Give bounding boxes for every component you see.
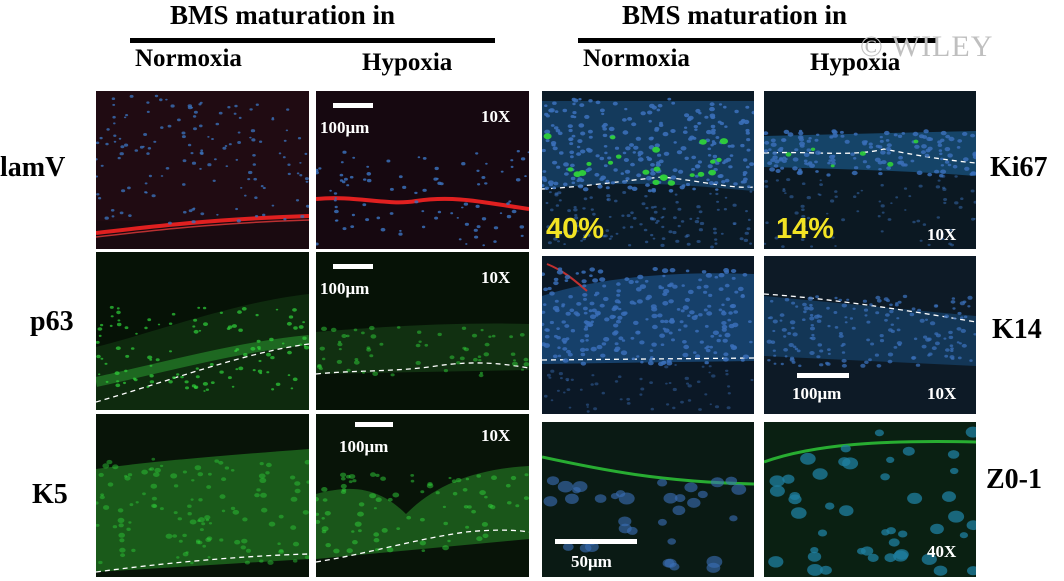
scale-label: 100μm [320, 118, 370, 137]
micrograph-lamv-normoxia [96, 91, 309, 249]
micrograph-k5-hypoxia: 100μm 10X [316, 414, 529, 577]
scale-label: 100μm [339, 437, 389, 456]
magnification-label: 10X [927, 225, 957, 244]
magnification-label: 10X [481, 107, 511, 126]
row-label-ki67: Ki67 [990, 152, 1048, 183]
row-label-k5: K5 [32, 479, 68, 510]
micrograph-ki67-normoxia: 40% [542, 91, 754, 249]
magnification-label: 10X [927, 384, 957, 403]
scale-label: 100μm [320, 279, 370, 298]
micrograph-k14-normoxia [542, 256, 754, 414]
scale-bar [355, 422, 393, 427]
scale-bar [555, 539, 637, 544]
magnification-label: 10X [481, 426, 511, 445]
micrograph-zo1-hypoxia: 40X [764, 422, 976, 577]
right-col-hypoxia: Hypoxia [810, 49, 901, 76]
micrograph-p63-hypoxia: 100μm 10X [316, 252, 529, 410]
micrograph-ki67-hypoxia: 14% 10X [764, 91, 976, 249]
right-group-bar [578, 38, 938, 43]
watermark: © WILEY [860, 30, 994, 63]
row-label-p63: p63 [30, 306, 74, 337]
micrograph-p63-normoxia [96, 252, 309, 410]
left-col-normoxia: Normoxia [135, 45, 242, 72]
scale-bar [333, 103, 373, 108]
right-group-title: BMS maturation in [622, 0, 848, 30]
magnification-label: 40X [927, 542, 957, 561]
left-group-bar [130, 38, 495, 43]
ki67-hypoxia-percent: 14% [776, 213, 835, 245]
scale-label: 50μm [571, 552, 612, 571]
left-col-hypoxia: Hypoxia [362, 49, 453, 76]
micrograph-lamv-hypoxia: 100μm 10X [316, 91, 529, 249]
micrograph-k14-hypoxia: 100μm 10X [764, 256, 976, 414]
scale-bar [797, 373, 849, 378]
micrograph-zo1-normoxia: 50μm [542, 422, 754, 577]
micrograph-k5-normoxia [96, 414, 309, 577]
ki67-normoxia-percent: 40% [546, 213, 605, 245]
row-label-k14: K14 [992, 314, 1042, 345]
row-label-lamv: lamV [0, 152, 66, 183]
scale-bar [333, 264, 373, 269]
scale-label: 100μm [792, 384, 842, 403]
row-label-zo1: Z0-1 [986, 464, 1042, 495]
magnification-label: 10X [481, 268, 511, 287]
left-group-title: BMS maturation in [170, 0, 396, 30]
right-col-normoxia: Normoxia [583, 45, 690, 72]
